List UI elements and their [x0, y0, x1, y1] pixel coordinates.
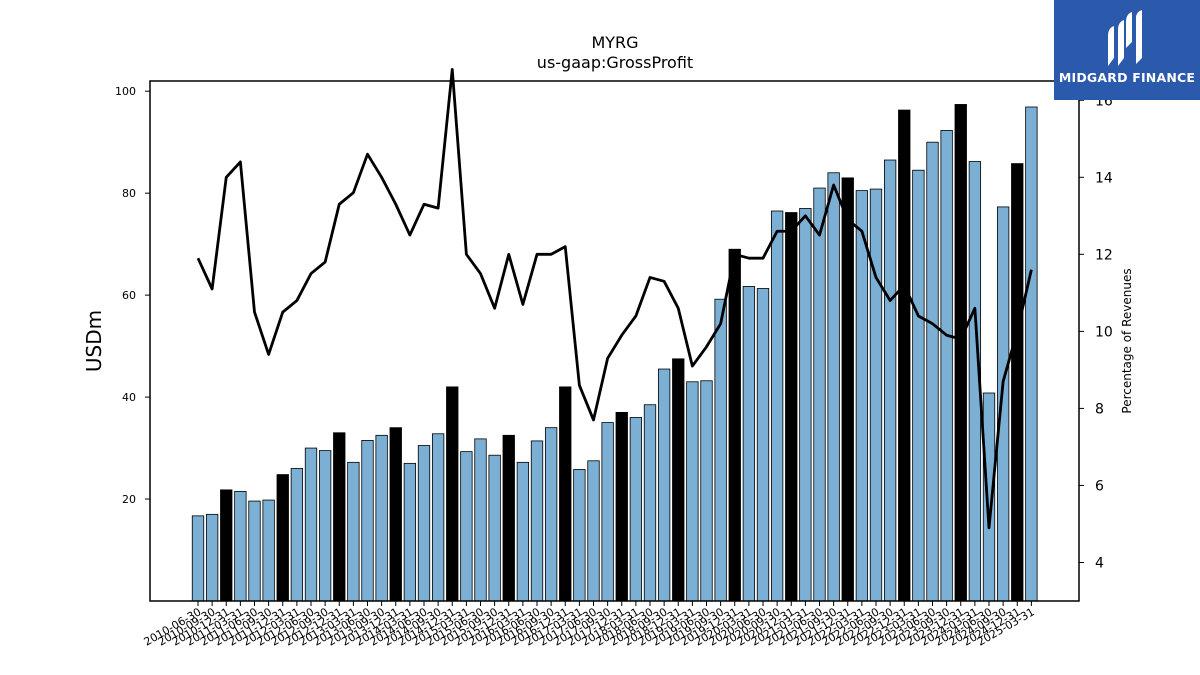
bar [544, 427, 558, 602]
bar [290, 468, 304, 602]
bar [700, 380, 713, 602]
logo-text: MIDGARD FINANCE [1058, 70, 1196, 85]
bar [601, 422, 614, 602]
bar [502, 434, 515, 602]
y-tick-label: 100 [115, 85, 136, 98]
bar [898, 109, 911, 602]
bar [375, 434, 388, 602]
left-axis: 20 40 60 80 100 [115, 85, 150, 506]
bar [799, 208, 812, 602]
bar [1011, 163, 1024, 602]
x-axis: 2010-06-302010-09-302010-12-312011-03-31… [142, 601, 1037, 649]
bar [333, 432, 346, 602]
bar [657, 368, 671, 602]
bar [770, 210, 784, 602]
bar [220, 489, 233, 602]
chart-title: MYRG [591, 33, 638, 52]
bar [262, 499, 275, 602]
bar [1025, 106, 1038, 602]
y-tick-label: 40 [122, 391, 136, 404]
y2-tick-label: 10 [1095, 324, 1113, 340]
y-axis-label: USDm [82, 310, 106, 372]
bar [460, 451, 473, 602]
bar [361, 440, 374, 602]
bar [996, 206, 1010, 602]
bar [615, 411, 628, 602]
bar [643, 404, 657, 602]
bar [756, 288, 770, 602]
y2-tick-label: 6 [1095, 478, 1104, 494]
bar [234, 490, 247, 602]
y2-axis-label: Percentage of Revenues [1120, 268, 1134, 413]
bar [855, 190, 869, 602]
percentage-line [196, 68, 1033, 530]
bar [672, 358, 685, 602]
bar [940, 130, 953, 602]
bar [714, 298, 727, 602]
bar [530, 440, 544, 602]
bar [587, 460, 600, 602]
bar [403, 462, 417, 602]
y-tick-label: 60 [122, 289, 136, 302]
bar [841, 177, 854, 602]
bar [573, 469, 586, 602]
bar [431, 433, 445, 602]
bar [869, 188, 883, 602]
chart-subtitle: us-gaap:GrossProfit [537, 53, 693, 72]
bar [813, 187, 826, 602]
bar [205, 513, 219, 602]
bar [488, 454, 501, 602]
y2-tick-label: 12 [1095, 247, 1113, 263]
plot-frame [149, 80, 1080, 602]
bar [446, 386, 459, 602]
line-group [196, 68, 1033, 530]
y-tick-label: 80 [122, 187, 136, 200]
y2-tick-label: 14 [1095, 170, 1113, 186]
bar [827, 172, 840, 602]
bar [926, 141, 939, 602]
bar [474, 438, 487, 602]
y2-tick-label: 8 [1095, 401, 1104, 417]
bar [304, 447, 318, 602]
bar [191, 515, 205, 602]
midgard-finance-logo: MIDGARD FINANCE [1054, 0, 1200, 100]
bars-group [191, 104, 1038, 602]
bar [276, 474, 289, 602]
bar [248, 500, 261, 602]
bar [516, 461, 530, 602]
bar [686, 381, 699, 602]
bar [629, 417, 643, 602]
bar [728, 248, 741, 602]
bar [318, 450, 332, 602]
bar [389, 427, 402, 602]
bar [417, 445, 431, 602]
midgard-logo-icon [1108, 10, 1142, 66]
bar [742, 286, 756, 602]
bar [883, 159, 897, 602]
bar [912, 169, 925, 602]
bar [347, 461, 360, 602]
bar [559, 386, 572, 602]
bar [785, 212, 798, 602]
y2-tick-label: 4 [1095, 555, 1104, 571]
y-tick-label: 20 [122, 493, 136, 506]
bar [954, 104, 967, 602]
